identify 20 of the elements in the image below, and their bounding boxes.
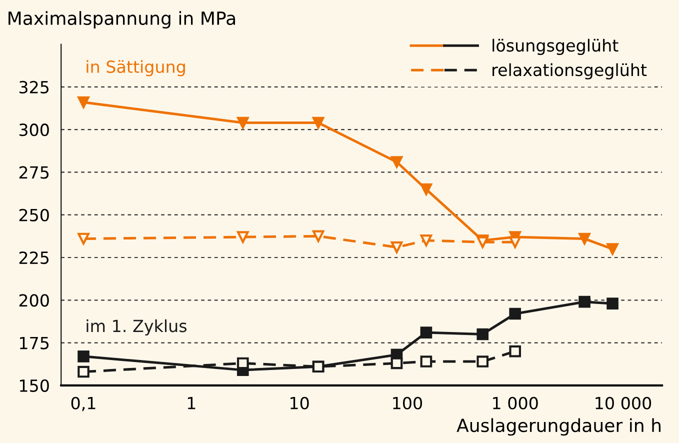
y-axis-title: Maximalspannung in MPa bbox=[8, 11, 235, 29]
x-tick-label: 100 bbox=[393, 396, 422, 410]
y-tick-label: 225 bbox=[19, 251, 49, 264]
x-axis-title: Auslagerungdauer in h bbox=[456, 418, 660, 436]
y-tick-label: 325 bbox=[19, 80, 49, 94]
annotation: in Sättigung bbox=[86, 60, 185, 76]
annotation: im 1. Zyklus bbox=[86, 319, 187, 336]
x-tick-label: 1 000 bbox=[493, 396, 538, 410]
x-tick-label: 0,1 bbox=[71, 396, 96, 412]
y-tick-label: 275 bbox=[19, 166, 49, 179]
y-tick-label: 200 bbox=[19, 294, 49, 307]
y-tick-label: 175 bbox=[20, 336, 49, 350]
y-tick-label: 300 bbox=[19, 124, 49, 136]
legend-label: relaxationsgeglüht bbox=[492, 63, 647, 80]
y-tick-label: 250 bbox=[19, 208, 49, 222]
x-tick-label: 10 000 bbox=[596, 396, 652, 410]
x-tick-label: 10 bbox=[290, 396, 309, 410]
legend-label: lösungsgeglüht bbox=[492, 38, 618, 55]
x-tick-label: 1 bbox=[188, 397, 196, 410]
y-tick-label: 150 bbox=[20, 379, 49, 392]
